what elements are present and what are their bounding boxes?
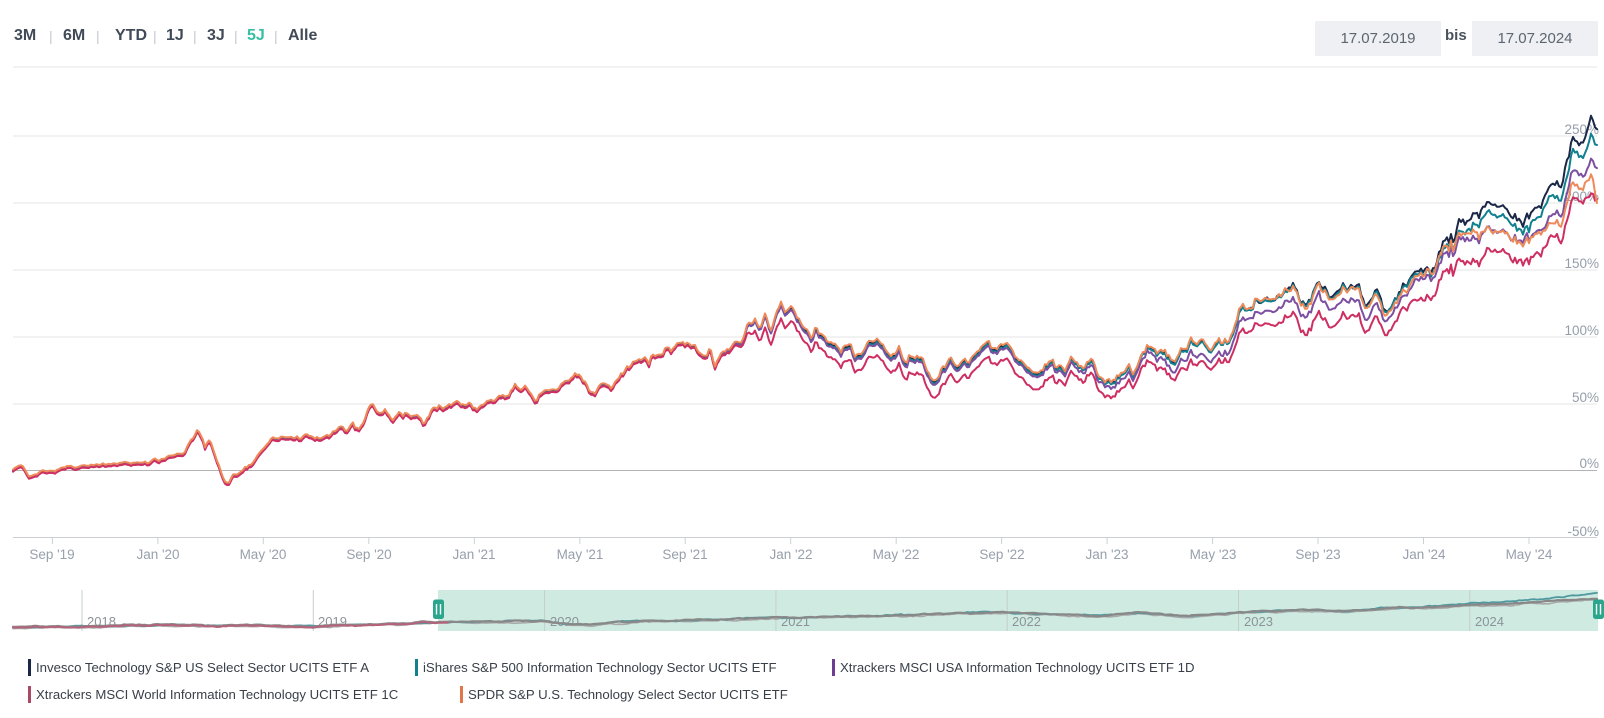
svg-text:2023: 2023 — [1244, 614, 1273, 629]
svg-text:2024: 2024 — [1475, 614, 1504, 629]
svg-text:2022: 2022 — [1012, 614, 1041, 629]
